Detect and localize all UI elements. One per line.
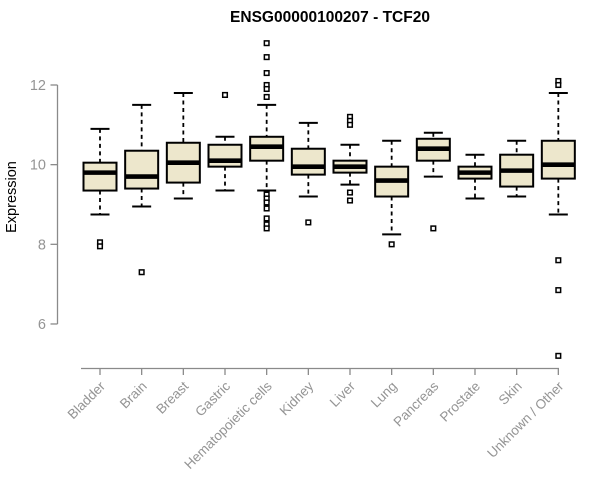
iqr-box [207,143,243,168]
outlier-point [346,189,354,196]
iqr-box [82,161,118,192]
outlier-point [555,257,562,264]
iqr-box [124,149,160,190]
x-tick-label: Lung [368,379,400,411]
chart-title: ENSG00000100207 - TCF20 [230,9,430,26]
boxplot-liver [332,113,368,204]
x-tick-label: Pancreas [391,378,442,429]
x-tick-label: Gastric [192,378,233,419]
y-axis-label: Expression [4,161,20,233]
y-tick-label: 12 [30,78,46,94]
outlier-point [388,241,395,248]
x-tick-label: Bladder [65,378,109,422]
outlier-point [555,287,562,294]
outlier-point [555,81,562,89]
outlier-point [346,197,354,204]
y-tick-label: 8 [38,237,46,253]
boxplot-skin [499,139,535,198]
y-tick-label: 6 [38,317,46,333]
outlier-point [221,91,229,99]
boxplot-hematopoietic-cells [249,40,285,232]
outlier-point [263,40,270,47]
outlier-point [96,243,104,250]
outlier-point [346,121,354,128]
boxplot-pancreas [415,131,451,232]
x-tick-label: Unknown / Other [484,378,567,461]
outlier-point [263,199,270,206]
iqr-box [290,147,326,176]
outlier-point [305,219,312,226]
outlier-point [555,352,562,359]
outlier-point [263,225,270,232]
x-tick-label: Breast [153,378,191,416]
boxplot-series [82,40,576,359]
x-tick-label: Liver [327,378,359,410]
outlier-point [263,85,270,93]
boxplot-bladder [82,127,118,250]
x-tick-label: Brain [117,379,150,412]
boxplot-breast [165,91,201,200]
outlier-point [263,54,270,61]
boxplot-lung [374,139,410,248]
boxplot-brain [124,103,160,276]
x-tick-label: Skin [496,379,525,408]
boxplot-gastric [207,91,243,192]
x-tick-label: Kidney [277,378,317,418]
outlier-point [138,269,145,276]
y-tick-label: 10 [30,158,46,174]
iqr-box [540,139,576,180]
outlier-point [263,215,270,222]
outlier-point [263,93,270,100]
boxplot-prostate [457,153,493,200]
outlier-point [263,70,270,77]
y-axis: 6 8 10 12 [30,78,59,333]
outlier-point [263,205,270,212]
outlier-point [430,225,437,232]
boxplot-kidney [290,121,326,226]
x-tick-label: Prostate [437,379,483,425]
boxplot-unknown-other [540,77,576,359]
